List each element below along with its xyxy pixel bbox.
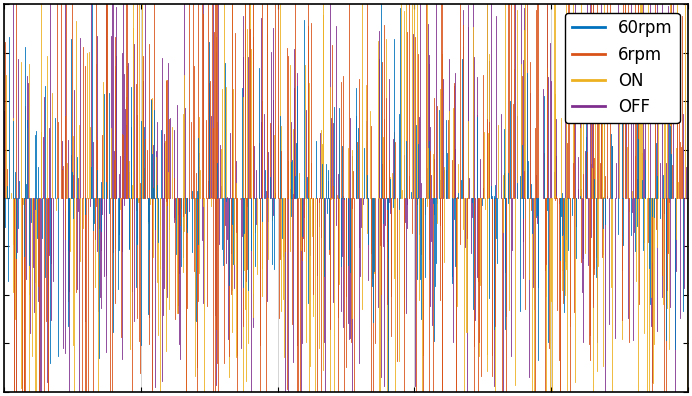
Legend: 60rpm, 6rpm, ON, OFF: 60rpm, 6rpm, ON, OFF <box>565 13 680 123</box>
